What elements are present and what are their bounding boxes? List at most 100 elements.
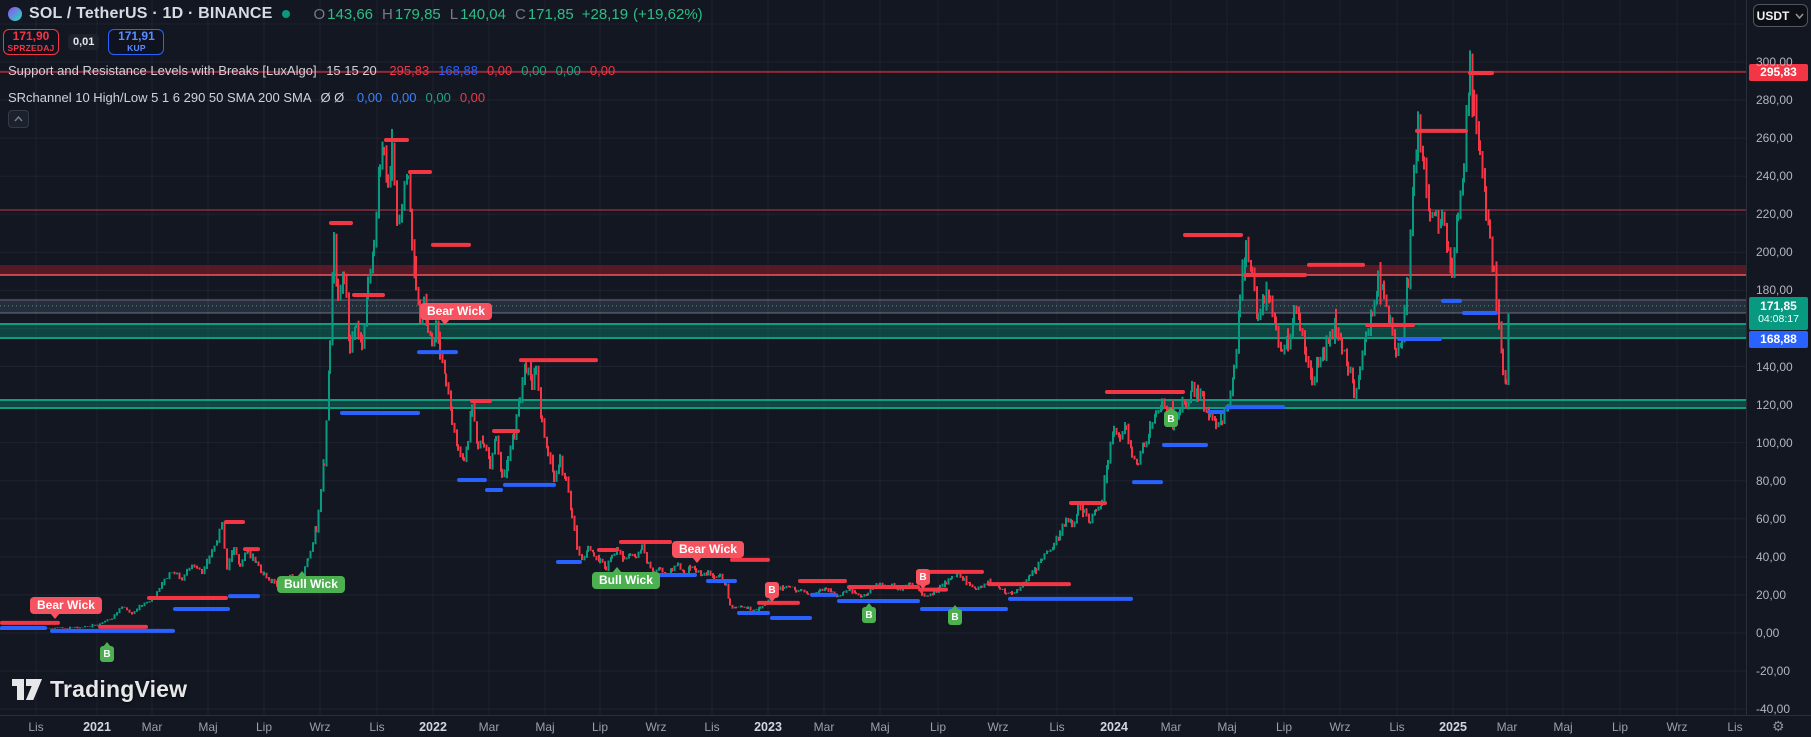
support-segment [1132,480,1163,485]
resistance-segment [1365,323,1415,328]
time-tick-month: Maj [870,720,890,734]
ohlc-readout: O 143,66 H 179,85 L 140,04 C 171,85 +28,19 (… [304,6,702,23]
support-segment [340,410,420,415]
resistance-segment [0,620,60,625]
resistance-segment [329,221,353,226]
resistance-segment [243,547,260,552]
scale-settings-gear-icon[interactable]: ⚙ [1772,718,1785,734]
change-percent: (+19,62%) [633,5,703,23]
resistance-segment [847,584,920,589]
price-tick-label: 240,00 [1756,169,1793,184]
time-tick-month: Lip [1275,720,1293,734]
resistance-segment [1243,272,1307,277]
chart-plot-area[interactable] [0,0,1746,715]
resistance-segment [519,358,598,363]
indicator-values: 0,00 0,00 0,00 0,00 [348,90,485,105]
support-segment [1225,405,1285,410]
legend-value: 0,00 [425,90,451,105]
price-tick-label: 180,00 [1756,283,1793,298]
symbol-title[interactable]: SOL / TetherUS · 1D · BINANCE [29,5,273,22]
trade-buttons-row: 171,90 SPRZEDAJ 0,01 171,91 KUP [3,28,165,55]
time-tick-year: 2023 [754,720,782,734]
high-value: 179,85 [394,5,441,23]
indicator-legend-luxalgo[interactable]: Support and Resistance Levels with Break… [8,63,615,78]
tradingview-logo-text: TradingView [50,676,188,702]
support-segment [1008,596,1133,601]
low-label: L [449,5,459,23]
legend-value: 0,00 [391,90,417,105]
tradingview-logo[interactable]: TradingView [12,676,187,703]
price-tick-label: 200,00 [1756,245,1793,260]
chevron-up-icon [14,116,23,122]
time-tick-month: Lip [1611,720,1629,734]
resistance-segment [431,242,471,247]
buy-price: 171,91 [118,29,155,44]
time-tick-month: Mar [1160,720,1182,734]
time-tick-month: Lip [591,720,609,734]
low-value: 140,04 [460,5,506,23]
time-tick-month: Lis [1049,720,1065,734]
support-segment [0,626,47,631]
time-tick-month: Maj [535,720,555,734]
resistance-segment [757,600,800,605]
time-tick-month: Wrz [1666,720,1688,734]
resistance-segment [1183,233,1243,238]
price-tick-label: 140,00 [1756,359,1793,374]
legend-value: 0,00 [589,63,616,78]
price-tick-label: 220,00 [1756,207,1793,222]
sr-zone-band [0,323,1746,338]
support-segment [706,579,737,584]
support-segment [228,594,260,599]
support-segment [770,615,812,620]
market-open-dot-icon [282,10,291,18]
price-tick-label: 60,00 [1756,511,1787,526]
time-tick-year: 2024 [1100,720,1128,734]
resistance-segment [408,170,432,175]
price-tick-label: 0,00 [1756,626,1780,640]
currency-selector-button[interactable]: USDT [1753,4,1808,27]
time-tick-month: Wrz [1329,720,1351,734]
time-tick-month: Lis [1389,720,1405,734]
spread-value: 0,01 [68,33,100,50]
resistance-segment [619,540,672,545]
tradingview-mark-icon [12,679,42,700]
price-tick-label: -40,00 [1756,702,1791,717]
time-tick-month: Lis [28,720,44,734]
time-tick-month: Maj [198,720,218,734]
sell-label: SPRZEDAJ [7,43,55,54]
resistance-segment [730,557,770,562]
support-segment [920,607,1008,612]
price-tick-label: 280,00 [1756,93,1793,108]
resistance-segment [470,398,492,403]
price-tick-label: 100,00 [1756,435,1793,450]
resistance-segment [918,587,948,592]
resistance-segment [352,292,385,297]
time-tick-month: Lis [1727,720,1743,734]
resistance-segment [224,520,245,525]
resistance-segment [1307,262,1365,267]
sell-button[interactable]: 171,90 SPRZEDAJ [3,28,59,55]
change-value: +28,19 [581,5,629,23]
resistance-segment [798,579,847,584]
indicator-title: SRchannel 10 High/Low 5 1 6 290 50 SMA 2… [8,90,311,105]
support-segment [50,628,175,633]
current-price-badge: 171,85 04:08:17 [1749,297,1808,330]
close-label: C [515,5,526,23]
open-value: 143,66 [327,5,374,23]
legend-value: 295,83 [389,63,430,78]
resistance-segment [987,582,1071,587]
buy-button[interactable]: 171,91 KUP [108,28,165,55]
indicator-legend-srchannel[interactable]: SRchannel 10 High/Low 5 1 6 290 50 SMA 2… [8,90,485,105]
time-tick-month: Lip [255,720,273,734]
time-scale[interactable]: ⚙ Lis 2021 Mar Maj Lip Wrz Lis 2022 Mar Maj Lip Wrz… [0,715,1811,737]
time-tick-year: 2022 [419,720,447,734]
resistance-segment [916,569,984,574]
price-tick-label: 260,00 [1756,131,1793,146]
candlestick-chart[interactable] [0,0,1746,715]
support-segment [1162,442,1208,447]
resistance-segment [1105,390,1185,395]
price-scale[interactable]: 295,83 171,85 04:08:17 168,88 300,00 280,… [1746,0,1811,717]
resistance-segment [597,548,617,553]
collapse-indicators-button[interactable] [8,110,29,128]
